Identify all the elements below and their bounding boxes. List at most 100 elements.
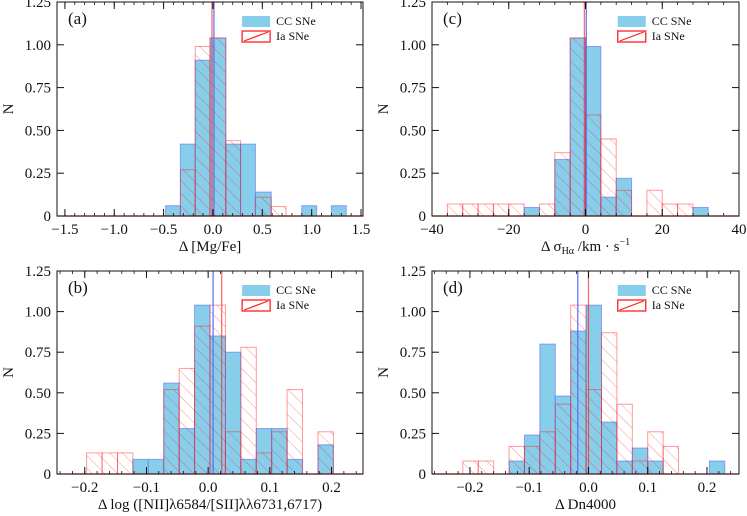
ia-bar <box>616 403 633 475</box>
ia-bar <box>477 203 494 217</box>
panel-d: −0.2 −0.1 0.0 0.1 0.2 0 0.25 0.50 0.75 1.00 1.25 Δ … <box>376 264 740 513</box>
cc-bar <box>240 143 256 217</box>
ia-bar <box>539 431 556 475</box>
y-tick-label: 1.00 <box>400 38 426 54</box>
legend-label-ia: Ia SNe <box>276 29 309 43</box>
y-tick-label: 0 <box>419 467 427 483</box>
ia-bar <box>662 445 680 475</box>
ia-bar <box>271 431 288 475</box>
panel-label: (d) <box>443 278 463 297</box>
legend-swatch-cc <box>242 285 271 296</box>
ia-bar <box>554 403 572 475</box>
y-axis-label: N <box>376 367 392 378</box>
x-tick-label: 0.0 <box>204 222 223 238</box>
panel-a: −1.5 −1.0 −0.5 0.0 0.5 1.0 1.5 0 0.25 0.50 0.75 1.0… <box>1 0 370 255</box>
ia-bar <box>538 203 556 217</box>
panel-label: (c) <box>443 9 462 28</box>
x-tick-label: 0.2 <box>698 480 717 496</box>
y-tick-label: 0 <box>44 467 52 483</box>
ia-bar <box>661 203 679 217</box>
y-tick-label: 0.25 <box>400 166 426 182</box>
y-axis-label: N <box>376 103 392 114</box>
cc-bar <box>301 205 318 217</box>
ia-bar <box>462 460 479 475</box>
legend-label-ia: Ia SNe <box>652 298 685 312</box>
legend-label-cc: CC SNe <box>276 14 316 28</box>
x-tick-label: 0.1 <box>638 480 657 496</box>
y-tick-label: 1.00 <box>25 305 51 321</box>
x-axis-label: Δ [Mg/Fe] <box>179 239 242 255</box>
x-tick-label: −0.1 <box>133 480 160 496</box>
y-tick-label: 0.50 <box>400 123 426 139</box>
ia-bar <box>286 389 304 475</box>
x-axis-label-main: Δ σ <box>541 239 562 255</box>
x-tick-label: 40 <box>732 222 747 238</box>
ia-bar <box>86 452 103 475</box>
legend-swatch-ia-hatch <box>619 300 644 311</box>
ia-bar <box>225 140 242 217</box>
ia-bar <box>508 203 525 217</box>
ia-bar <box>554 152 571 217</box>
panel-label: (b) <box>68 278 88 297</box>
cc-bar <box>330 205 347 217</box>
x-axis-label-superscript: −1 <box>619 237 630 248</box>
x-tick-label: −1.5 <box>51 222 78 238</box>
ia-bar <box>677 203 694 217</box>
y-tick-label: 1.25 <box>25 0 51 11</box>
x-tick-label: −0.1 <box>516 480 543 496</box>
ia-bar <box>240 346 257 475</box>
ia-bar <box>601 332 618 475</box>
y-tick-label: 0.25 <box>25 166 51 182</box>
cc-bar <box>708 460 726 475</box>
ia-bar <box>194 46 211 217</box>
y-tick-label: 1.00 <box>25 38 51 54</box>
ia-bar <box>585 114 602 217</box>
legend-label-cc: CC SNe <box>652 283 692 297</box>
legend-swatch-ia-hatch <box>243 31 269 42</box>
x-tick-label: 20 <box>655 222 670 238</box>
legend-swatch-cc <box>617 16 646 27</box>
y-tick-label: 1.25 <box>25 264 51 280</box>
y-tick-label: 0 <box>419 209 427 225</box>
y-tick-label: 0.25 <box>25 426 51 442</box>
y-axis-label: N <box>1 367 17 378</box>
x-axis-label: Δ σHα /km · s−1 <box>541 237 630 257</box>
legend-swatch-ia-hatch <box>619 31 644 42</box>
ia-bar <box>209 304 226 475</box>
x-tick-label: −40 <box>420 222 443 238</box>
y-tick-label: 0.75 <box>400 81 426 97</box>
y-tick-label: 0.50 <box>25 386 51 402</box>
x-axis-label-subscript: Hα <box>562 246 575 257</box>
cc-bar <box>147 458 165 475</box>
x-axis-label: Δ Dn4000 <box>555 497 616 513</box>
x-tick-label: −1.0 <box>101 222 128 238</box>
plot-frame <box>431 270 740 475</box>
y-tick-label: 0 <box>44 209 52 225</box>
cc-bar <box>165 205 181 217</box>
ia-bar <box>194 325 211 475</box>
ia-bar <box>101 452 118 475</box>
x-tick-label: 0.2 <box>322 480 341 496</box>
ia-bar <box>631 460 649 475</box>
x-tick-label: −0.2 <box>71 480 98 496</box>
x-tick-label: 0.5 <box>253 222 272 238</box>
y-tick-label: 0.75 <box>25 345 51 361</box>
panel-label: (a) <box>68 9 87 28</box>
panel-b: −0.2 −0.1 0.0 0.1 0.2 0 0.25 0.50 0.75 1.00 1.25 Δ … <box>1 264 364 513</box>
ia-bar <box>179 169 196 217</box>
x-axis-label-units: /km · s <box>574 239 620 255</box>
ia-bar <box>163 389 180 475</box>
x-tick-label: 0.0 <box>579 480 598 496</box>
legend-swatch-cc <box>242 16 271 27</box>
y-tick-label: 1.25 <box>400 0 426 11</box>
ia-bar <box>224 431 242 475</box>
ia-bar <box>600 138 617 217</box>
x-tick-label: 0.0 <box>199 480 218 496</box>
x-tick-label: 0 <box>582 222 590 238</box>
y-tick-label: 0.75 <box>25 81 51 97</box>
cc-bar <box>692 206 709 217</box>
x-tick-label: −0.5 <box>150 222 177 238</box>
legend-label-ia: Ia SNe <box>652 29 685 43</box>
ia-bar <box>647 431 664 475</box>
